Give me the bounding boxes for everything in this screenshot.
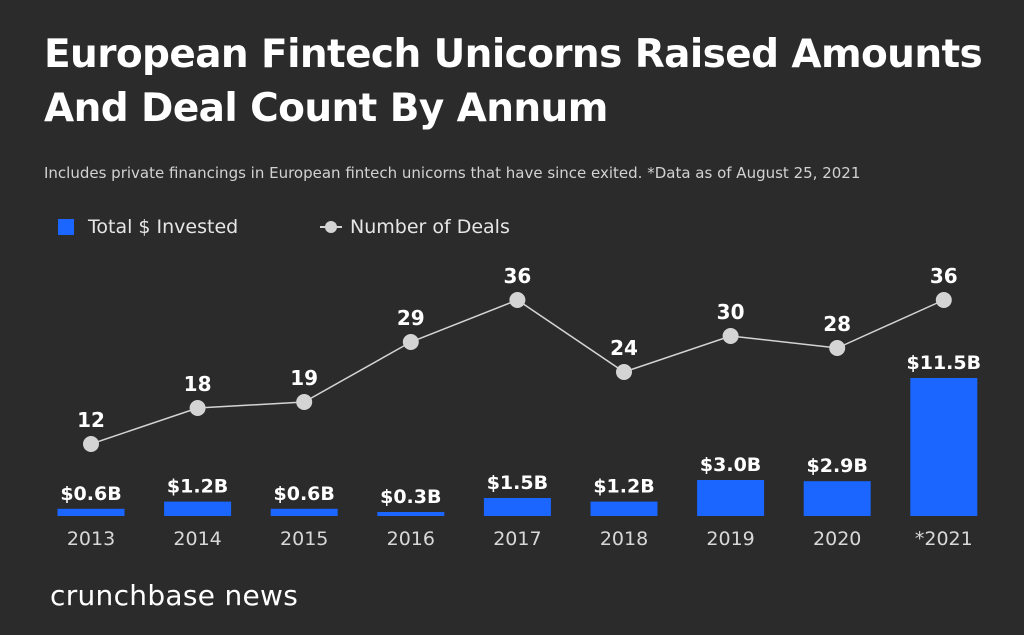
deal-point — [402, 334, 419, 350]
legend-item-deals: Number of Deals — [320, 216, 510, 238]
x-tick-label: 2019 — [706, 528, 754, 550]
deal-value-label: 36 — [503, 264, 531, 288]
x-tick-label: 2016 — [387, 528, 435, 550]
brand-logo-text: crunchbase news — [50, 579, 299, 612]
x-tick-label: 2020 — [813, 528, 861, 550]
bar — [57, 508, 125, 516]
deals-line — [90, 299, 945, 445]
x-tick-label: 2017 — [493, 528, 541, 550]
deal-point — [829, 340, 846, 356]
deal-value-label: 19 — [290, 366, 318, 390]
bar-value-label: $3.0B — [700, 454, 761, 476]
legend-label-invested: Total $ Invested — [88, 216, 239, 238]
chart-title: European Fintech Unicorns Raised Amounts… — [44, 32, 983, 131]
bar-value-label: $0.6B — [274, 483, 335, 505]
deal-point — [296, 394, 313, 410]
deal-point — [509, 292, 526, 308]
bar — [590, 501, 658, 516]
deal-point — [616, 364, 632, 380]
x-tick-label: 2014 — [173, 528, 221, 550]
bar — [270, 508, 338, 516]
legend-item-invested: Total $ Invested — [58, 216, 238, 238]
bar-value-label: $1.2B — [167, 476, 228, 498]
bar — [483, 498, 551, 516]
bar — [803, 481, 871, 516]
deal-value-label: 12 — [77, 408, 105, 432]
deal-point — [83, 436, 99, 452]
deal-value-label: 30 — [717, 300, 745, 324]
x-tick-label: *2021 — [915, 528, 973, 550]
x-tick-label: 2015 — [280, 528, 328, 550]
deal-point — [722, 328, 739, 344]
bar-value-label: $11.5B — [907, 352, 982, 374]
bar-value-label: $2.9B — [807, 455, 868, 477]
legend-line-marker — [320, 219, 342, 235]
bar — [377, 512, 445, 516]
legend-bar-swatch — [58, 219, 74, 235]
bar — [697, 480, 765, 516]
bar-value-label: $0.6B — [60, 483, 121, 505]
deal-point — [189, 400, 206, 416]
chart-subtitle: Includes private financings in European … — [44, 164, 861, 182]
bar-value-label: $1.2B — [593, 476, 654, 498]
bar-value-label: $0.3B — [380, 486, 441, 508]
deal-value-label: 24 — [610, 336, 638, 360]
bar-value-label: $1.5B — [487, 472, 548, 494]
deal-value-label: 28 — [823, 312, 851, 336]
legend-label-deals: Number of Deals — [350, 216, 510, 238]
deal-value-label: 18 — [184, 372, 212, 396]
x-tick-label: 2018 — [600, 528, 648, 550]
deal-point — [935, 292, 952, 308]
deal-value-label: 29 — [397, 306, 425, 330]
bar — [910, 378, 978, 516]
bar — [164, 501, 232, 516]
deal-value-label: 36 — [930, 264, 958, 288]
x-tick-label: 2013 — [67, 528, 115, 550]
